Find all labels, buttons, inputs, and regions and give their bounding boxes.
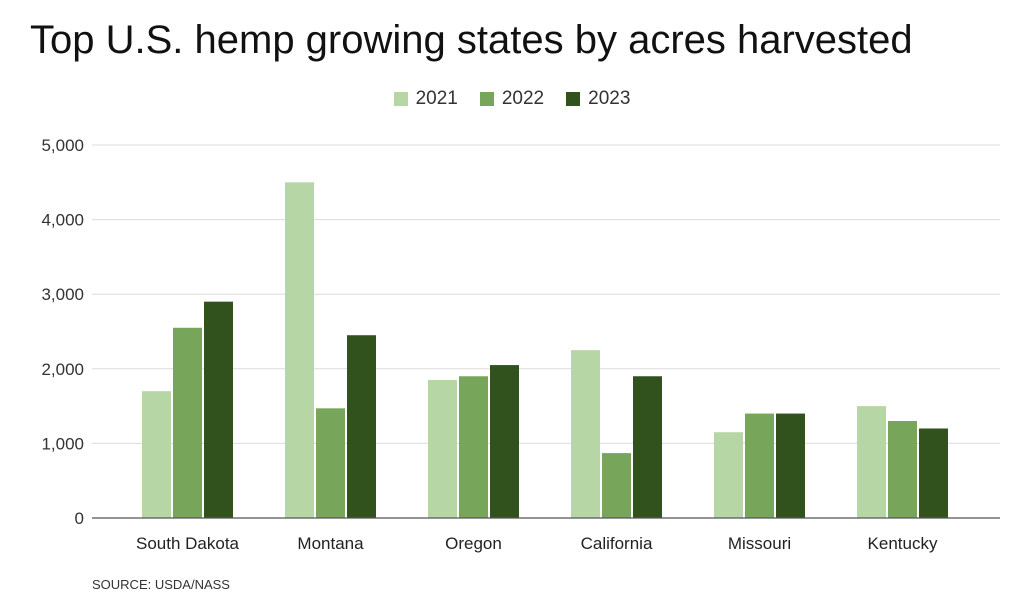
legend: 2021 2022 2023 <box>0 88 1024 110</box>
legend-item-2022: 2022 <box>479 88 545 110</box>
legend-swatch <box>479 92 494 106</box>
legend-label: 2021 <box>415 88 458 109</box>
legend-label: 2023 <box>588 88 631 109</box>
chart-title: Top U.S. hemp growing states by acres ha… <box>30 18 913 62</box>
bar-2021-oregon <box>428 379 457 518</box>
x-category-label: Oregon <box>445 534 502 553</box>
x-category-label: Kentucky <box>868 534 938 553</box>
y-tick-label: 4,000 <box>41 211 84 230</box>
bar-2021-kentucky <box>857 406 886 518</box>
legend-swatch <box>393 92 408 106</box>
bar-2023-missouri <box>776 413 805 518</box>
bar-2023-oregon <box>490 365 519 518</box>
y-tick-label: 3,000 <box>41 285 84 304</box>
y-tick-label: 1,000 <box>41 434 84 453</box>
bar-2022-missouri <box>745 413 774 518</box>
bar-2023-california <box>633 376 662 518</box>
bar-2021-california <box>571 350 600 518</box>
bar-2022-kentucky <box>888 421 917 518</box>
bar-2021-south-dakota <box>142 391 171 518</box>
legend-item-2021: 2021 <box>393 88 458 110</box>
bar-2021-missouri <box>714 432 743 518</box>
y-tick-label: 5,000 <box>41 136 84 155</box>
x-category-label: California <box>581 534 653 553</box>
bar-2023-kentucky <box>919 428 948 518</box>
x-category-label: Missouri <box>728 534 791 553</box>
y-tick-label: 2,000 <box>41 360 84 379</box>
legend-label: 2022 <box>501 88 545 109</box>
y-tick-label: 0 <box>75 509 84 528</box>
bar-2022-oregon <box>459 376 488 518</box>
legend-swatch <box>566 92 581 106</box>
legend-item-2023: 2023 <box>566 88 630 110</box>
x-category-label: South Dakota <box>136 534 240 553</box>
x-category-label: Montana <box>297 534 364 553</box>
source-note: SOURCE: USDA/NASS <box>92 577 230 592</box>
bar-2023-montana <box>347 335 376 518</box>
bar-2021-montana <box>285 182 314 519</box>
bar-2022-california <box>602 453 631 518</box>
bar-2022-south-dakota <box>173 327 202 518</box>
bar-2023-south-dakota <box>204 301 233 518</box>
bar-2022-montana <box>316 408 345 518</box>
